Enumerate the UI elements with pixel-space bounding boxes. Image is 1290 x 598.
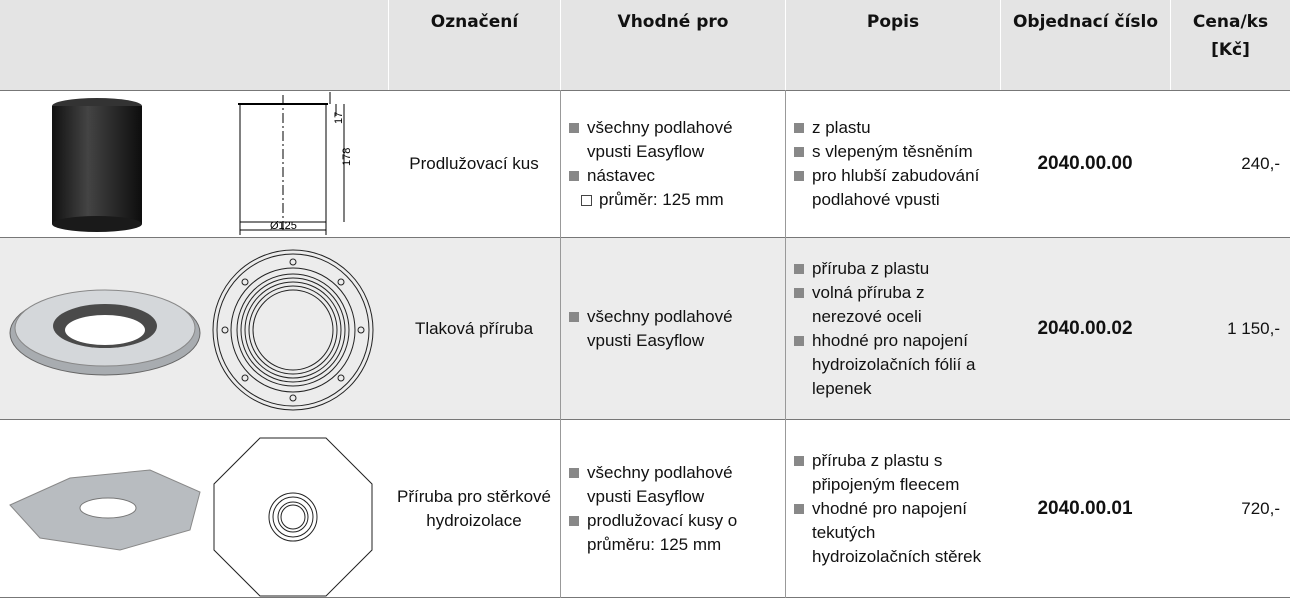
price: 720,- <box>1241 499 1280 518</box>
column-header: Objednací číslo <box>1000 0 1170 90</box>
order-number: 2040.00.00 <box>1037 153 1133 174</box>
order-number: 2040.00.01 <box>1037 498 1133 519</box>
price: 1 150,- <box>1227 319 1280 338</box>
column-header: Cena/ks [Kč] <box>1170 0 1290 90</box>
price: 240,- <box>1241 154 1280 173</box>
list-item: volná příruba z nerezové oceli <box>792 281 994 329</box>
description-list: příruba z plastu s připojeným fleecem vho… <box>792 449 994 569</box>
product-images: 17 178 Ø125 <box>52 92 353 235</box>
product-name: Příruba pro stěrkové hydroizolace <box>396 487 551 530</box>
list-item: prodlužovací kusy o průměru: 125 mm <box>567 509 779 557</box>
suitable-cell: všechny podlahové vpusti Easyflow prodluž… <box>560 420 779 598</box>
list-item: příruba z plastu <box>792 257 994 281</box>
description-list: příruba z plastu volná příruba z nerezové… <box>792 257 994 401</box>
name-cell: Tlaková příruba <box>394 238 554 420</box>
dimension-label: 17 <box>333 112 345 124</box>
suitable-cell: všechny podlahové vpusti Easyflow nástave… <box>560 90 779 238</box>
order-cell: 2040.00.00 <box>1006 90 1164 238</box>
list-item: všechny podlahové vpusti Easyflow <box>567 305 779 353</box>
sub-item: průměr: 125 mm <box>567 188 779 212</box>
suitable-list: všechny podlahové vpusti Easyflow nástave… <box>567 116 779 212</box>
price-cell: 1 150,- <box>1176 238 1284 420</box>
list-item: hhodné pro napojení hydroizolačních fóli… <box>792 329 994 401</box>
product-name: Tlaková příruba <box>414 319 534 338</box>
product-name: Prodlužovací kus <box>409 154 539 173</box>
list-item: z plastu <box>792 116 994 140</box>
dimension-label: Ø125 <box>270 220 297 232</box>
price-cell: 720,- <box>1176 420 1284 598</box>
column-header: Popis <box>785 0 1000 90</box>
suitable-cell: všechny podlahové vpusti Easyflow <box>560 238 779 420</box>
suitable-list: všechny podlahové vpusti Easyflow prodluž… <box>567 461 779 557</box>
table-row: Prodlužovací kus všechny podlahové vpusti… <box>0 90 1290 238</box>
list-item: vhodné pro napojení tekutých hydroizolač… <box>792 497 994 569</box>
order-cell: 2040.00.01 <box>1006 420 1164 598</box>
table-header: Označení Vhodné pro Popis Objednací číslo Ce… <box>0 0 1290 91</box>
list-item: pro hlubší zabudování podlahové vpusti <box>792 164 994 212</box>
name-cell: Příruba pro stěrkové hydroizolace <box>394 420 554 598</box>
description-cell: příruba z plastu s připojeným fleecem vho… <box>785 420 994 598</box>
list-item: všechny podlahové vpusti Easyflow <box>567 116 779 164</box>
list-item: příruba z plastu s připojeným fleecem <box>792 449 994 497</box>
suitable-list: všechny podlahové vpusti Easyflow <box>567 305 779 353</box>
dimension-label: 178 <box>341 148 353 166</box>
description-cell: příruba z plastu volná příruba z nerezové… <box>785 238 994 420</box>
product-images <box>9 437 373 597</box>
list-item: nástavec <box>567 164 779 188</box>
price-cell: 240,- <box>1176 90 1284 238</box>
description-cell: z plastu s vlepeným těsněním pro hlubší za… <box>785 90 994 238</box>
description-list: z plastu s vlepeným těsněním pro hlubší za… <box>792 116 994 212</box>
table-row: Příruba pro stěrkové hydroizolace všechny… <box>0 420 1290 598</box>
order-cell: 2040.00.02 <box>1006 238 1164 420</box>
column-header: Označení <box>388 0 560 90</box>
list-item: s vlepeným těsněním <box>792 140 994 164</box>
order-number: 2040.00.02 <box>1037 318 1133 339</box>
table-row: Tlaková příruba všechny podlahové vpusti … <box>0 238 1290 420</box>
column-header: Vhodné pro <box>560 0 785 90</box>
product-images <box>9 249 374 411</box>
list-item: všechny podlahové vpusti Easyflow <box>567 461 779 509</box>
name-cell: Prodlužovací kus <box>394 90 554 238</box>
